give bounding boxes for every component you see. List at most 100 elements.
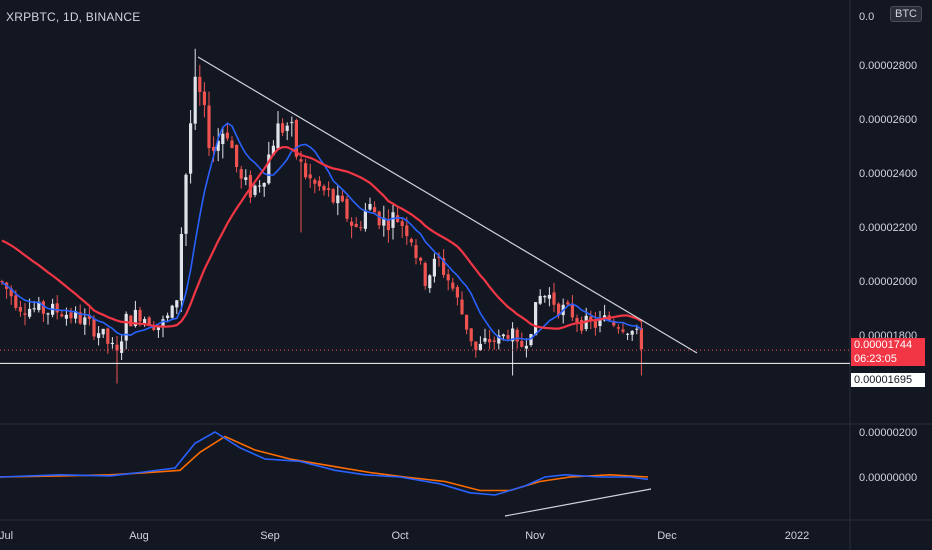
candle-body	[9, 288, 13, 297]
candle-body	[281, 123, 285, 133]
chart-title: XRPBTC, 1D, BINANCE	[6, 10, 141, 24]
candle-body	[276, 123, 280, 149]
candle-body	[515, 329, 519, 342]
candle-body	[221, 133, 225, 145]
osc-tick-label: 0.00000200	[859, 427, 917, 439]
candle-body	[175, 300, 179, 308]
candle-body	[92, 318, 96, 337]
ma-fast-line	[1, 122, 642, 342]
time-tick-label: Dec	[657, 530, 677, 542]
candle-body	[28, 308, 32, 317]
candle-body	[184, 174, 188, 234]
candle-body	[639, 328, 643, 350]
candle-body	[55, 303, 59, 313]
candle-body	[488, 339, 492, 343]
candle-body	[313, 179, 317, 184]
candle-body	[474, 341, 478, 350]
candles-layer	[0, 48, 643, 384]
ma-slow-line	[1, 145, 642, 330]
candle-body	[83, 317, 87, 325]
candle-body	[161, 319, 165, 328]
candle-body	[529, 334, 533, 346]
candle-body	[18, 306, 22, 312]
candle-body	[465, 314, 469, 330]
oscillator-main-line	[0, 431, 649, 496]
candle-body	[616, 327, 620, 329]
candle-body	[262, 183, 266, 187]
candle-body	[106, 328, 110, 344]
price-tick-label: 0.00002800	[859, 60, 917, 72]
candle-body	[23, 313, 27, 315]
candle-body	[363, 210, 367, 229]
candle-body	[207, 105, 211, 149]
candle-body	[74, 311, 78, 319]
candle-body	[115, 344, 119, 351]
candle-body	[497, 335, 501, 344]
candle-body	[442, 258, 446, 275]
time-tick-label: 2022	[785, 530, 809, 542]
candle-body	[271, 145, 275, 156]
candle-body	[216, 140, 220, 151]
currency-badge[interactable]: BTC	[890, 6, 922, 22]
candle-body	[239, 169, 243, 179]
candle-body	[460, 299, 464, 315]
candle-body	[225, 132, 229, 139]
time-tick-label: Oct	[391, 530, 408, 542]
trendline	[197, 56, 698, 354]
candle-body	[534, 302, 538, 336]
candle-body	[391, 212, 395, 228]
candle-body	[377, 211, 381, 226]
candle-body	[304, 163, 308, 178]
candle-body	[336, 195, 340, 204]
candle-body	[267, 154, 271, 184]
candle-body	[46, 313, 50, 315]
candle-body	[598, 318, 602, 327]
time-tick-label: Aug	[129, 530, 149, 542]
candle-body	[373, 207, 377, 213]
candle-body	[543, 296, 547, 298]
candle-body	[423, 263, 427, 286]
last-price-tag: 0.00001744	[851, 338, 925, 352]
candle-body	[69, 312, 73, 319]
candle-body	[152, 325, 156, 330]
candle-body	[405, 225, 409, 237]
candle-body	[133, 309, 137, 327]
candle-body	[101, 328, 105, 335]
candle-body	[110, 342, 114, 345]
candle-body	[340, 195, 344, 202]
candle-body	[368, 203, 372, 210]
candle-body	[524, 345, 528, 349]
candle-body	[60, 314, 64, 317]
candle-body	[248, 175, 252, 198]
candle-body	[382, 217, 386, 226]
candle-body	[331, 189, 335, 203]
candle-body	[345, 198, 349, 219]
candle-body	[290, 122, 294, 124]
candle-body	[0, 281, 4, 283]
countdown-tag: 06:23:05	[851, 352, 925, 366]
candle-body	[285, 125, 289, 131]
candle-body	[299, 159, 303, 162]
candle-body	[244, 177, 248, 180]
candle-body	[37, 301, 41, 310]
oscillator-trendline	[504, 488, 652, 517]
candle-body	[621, 329, 625, 332]
candle-body	[212, 146, 216, 151]
candle-body	[469, 328, 473, 342]
candle-body	[492, 340, 496, 342]
candle-body	[612, 321, 616, 326]
time-axis: Jul Aug Sep Oct Nov Dec 2022	[0, 530, 809, 542]
candle-body	[593, 320, 597, 328]
candle-body	[97, 333, 101, 338]
candle-body	[580, 319, 584, 331]
candle-body	[198, 76, 202, 92]
candle-body	[156, 327, 160, 331]
candle-body	[354, 223, 358, 227]
candle-body	[235, 144, 239, 167]
candle-body	[253, 185, 257, 195]
candle-body	[446, 274, 450, 281]
candle-body	[455, 287, 459, 298]
candle-body	[626, 333, 630, 335]
